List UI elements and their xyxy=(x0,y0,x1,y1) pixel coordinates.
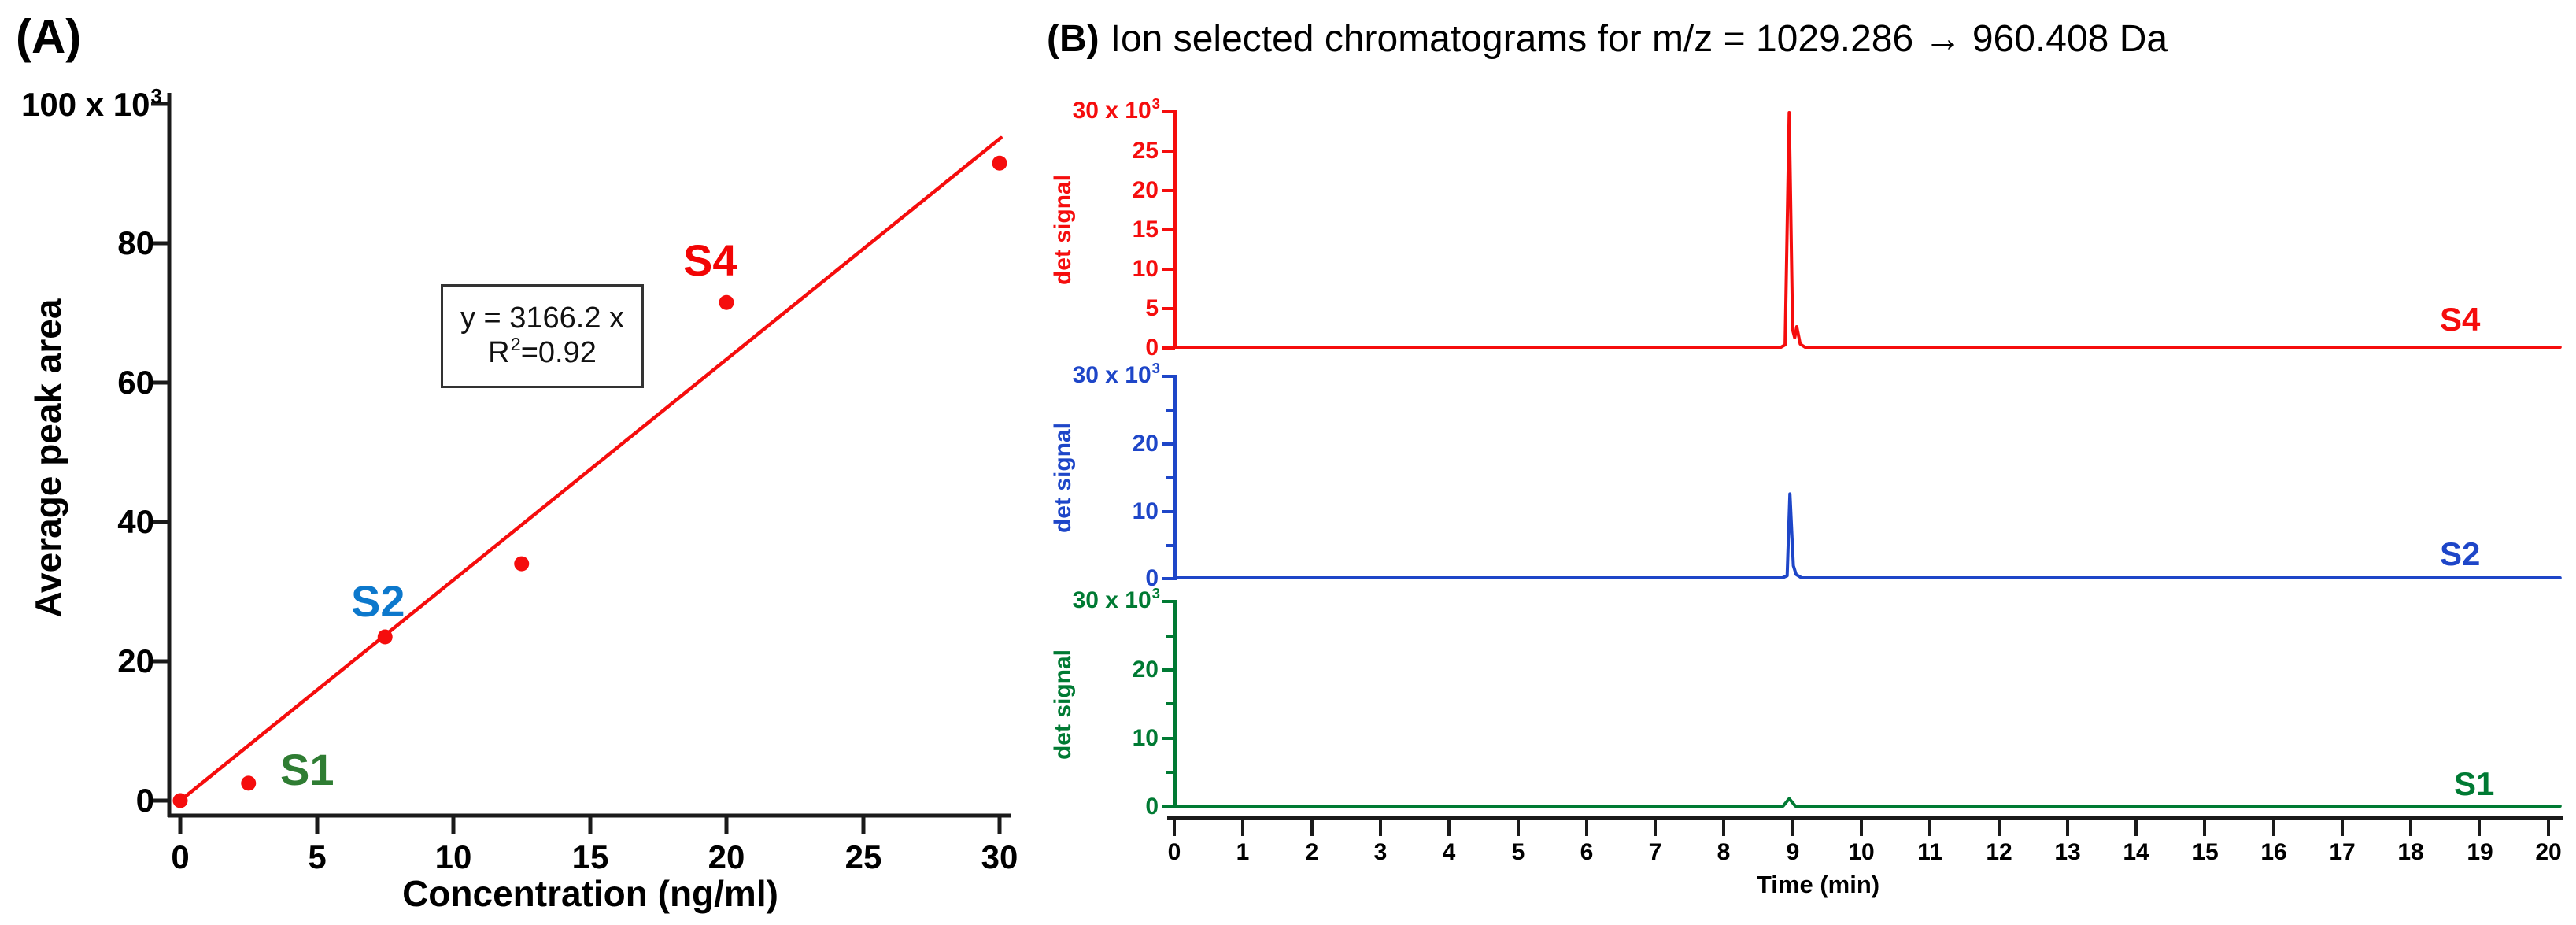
y-top-prefix: 30 x 10 xyxy=(1072,587,1151,613)
panel-a-y-top-tick: 100 x 103 xyxy=(0,86,162,123)
s2-y-axis-title: det signal xyxy=(1050,422,1076,534)
panel-a-x-tick: 25 xyxy=(844,838,882,875)
panel-a-x-tick: 30 xyxy=(981,838,1018,875)
panel-a-y-tick: 80 xyxy=(117,224,154,261)
time-tick: 4 xyxy=(1442,839,1456,865)
r-value: =0.92 xyxy=(520,336,597,369)
s1-y-tick: 10 xyxy=(1132,725,1159,751)
panel-a-y-tick: 0 xyxy=(135,782,154,819)
time-tick: 3 xyxy=(1373,839,1388,865)
panel-a-y-tick: 20 xyxy=(117,642,154,679)
panel-a-label: (A) xyxy=(16,10,82,63)
scatter-points xyxy=(172,155,1007,808)
y-top-prefix: 100 x 10 xyxy=(21,86,150,123)
y-top-sup: 3 xyxy=(1151,585,1160,602)
time-tick: 2 xyxy=(1305,839,1319,865)
time-axis xyxy=(1167,816,2563,836)
time-tick: 9 xyxy=(1786,839,1800,865)
panel-b-title-text: Ion selected chromatograms for m/z = 102… xyxy=(1110,18,2168,60)
panel-a-x-axis-title: Concentration (ng/ml) xyxy=(402,873,778,914)
time-tick: 6 xyxy=(1580,839,1594,865)
s2-y-tick: 20 xyxy=(1132,431,1159,457)
s1-y-axis-title: det signal xyxy=(1050,649,1076,760)
s4-y-tick: 10 xyxy=(1132,256,1159,282)
s1-y-tick: 0 xyxy=(1145,794,1159,820)
chromatogram-traces xyxy=(1173,111,2562,808)
panel-a-y-tick: 40 xyxy=(117,503,154,540)
panel-a-x-tick: 5 xyxy=(308,838,327,875)
panel-a-x-tick: 10 xyxy=(434,838,472,875)
chromatogram-s4-axis xyxy=(1162,110,1177,350)
s4-y-tick: 0 xyxy=(1145,335,1159,361)
time-tick: 5 xyxy=(1511,839,1525,865)
sample-label-s2: S2 xyxy=(351,576,405,626)
sample-label-s1: S1 xyxy=(280,745,334,794)
panel-a-x-tick: 15 xyxy=(571,838,609,875)
s1-y-top-tick: 30 x 103 xyxy=(1059,586,1160,613)
s4-y-tick: 25 xyxy=(1132,138,1159,164)
trace-label-s2: S2 xyxy=(2440,535,2481,572)
equation-line: y = 3166.2 x xyxy=(460,302,625,335)
r-exponent: 2 xyxy=(510,334,521,355)
time-tick: 8 xyxy=(1717,839,1731,865)
r-squared-line: R2=0.92 xyxy=(488,334,597,371)
s4-y-tick: 5 xyxy=(1145,295,1159,321)
y-top-sup: 3 xyxy=(1151,95,1160,113)
y-top-sup: 3 xyxy=(1151,360,1160,377)
chromatogram-s2-axis xyxy=(1162,375,1177,580)
s4-y-top-tick: 30 x 103 xyxy=(1059,97,1160,124)
time-tick: 20 xyxy=(2535,839,2562,865)
panel-a-y-axis-title: Average peak area xyxy=(28,298,68,618)
panel-b-title: (B) Ion selected chromatograms for m/z = … xyxy=(1047,17,2168,61)
s2-y-tick: 0 xyxy=(1145,565,1159,591)
y-top-prefix: 30 x 10 xyxy=(1072,362,1151,388)
time-tick: 1 xyxy=(1236,839,1250,865)
time-tick: 7 xyxy=(1648,839,1662,865)
time-axis-title: Time (min) xyxy=(1756,871,1880,898)
panel-a-y-tick: 60 xyxy=(117,364,154,401)
trace-label-s4: S4 xyxy=(2440,301,2481,338)
panel-a-x-tick: 20 xyxy=(708,838,745,875)
r-symbol: R xyxy=(488,336,510,369)
time-tick: 10 xyxy=(1848,839,1875,865)
s2-y-tick: 10 xyxy=(1132,498,1159,524)
time-tick: 18 xyxy=(2397,839,2424,865)
chromatogram-s1-axis xyxy=(1162,600,1177,808)
time-tick: 11 xyxy=(1917,839,1942,865)
s4-y-tick: 20 xyxy=(1132,177,1159,203)
time-tick: 15 xyxy=(2192,839,2219,865)
y-top-prefix: 30 x 10 xyxy=(1072,98,1151,124)
time-tick: 13 xyxy=(2054,839,2081,865)
s4-y-tick: 15 xyxy=(1132,216,1159,242)
panel-b-label: (B) xyxy=(1047,18,1100,60)
s2-y-top-tick: 30 x 103 xyxy=(1059,361,1160,388)
s1-y-tick: 20 xyxy=(1132,657,1159,683)
time-tick: 16 xyxy=(2260,839,2287,865)
time-tick: 17 xyxy=(2329,839,2356,865)
y-top-sup: 3 xyxy=(150,83,162,108)
time-tick: 12 xyxy=(1986,839,2012,865)
time-tick: 14 xyxy=(2123,839,2149,865)
panel-a-x-tick: 0 xyxy=(171,838,190,875)
trace-label-s1: S1 xyxy=(2454,765,2495,802)
equation-box: y = 3166.2 x R2=0.92 xyxy=(441,284,644,388)
fit-line xyxy=(181,135,1003,800)
s4-y-axis-title: det signal xyxy=(1050,174,1076,286)
panel-a-axes xyxy=(151,93,1011,834)
sample-label-s4: S4 xyxy=(683,235,737,285)
time-tick: 0 xyxy=(1167,839,1181,865)
time-tick: 19 xyxy=(2467,839,2493,865)
